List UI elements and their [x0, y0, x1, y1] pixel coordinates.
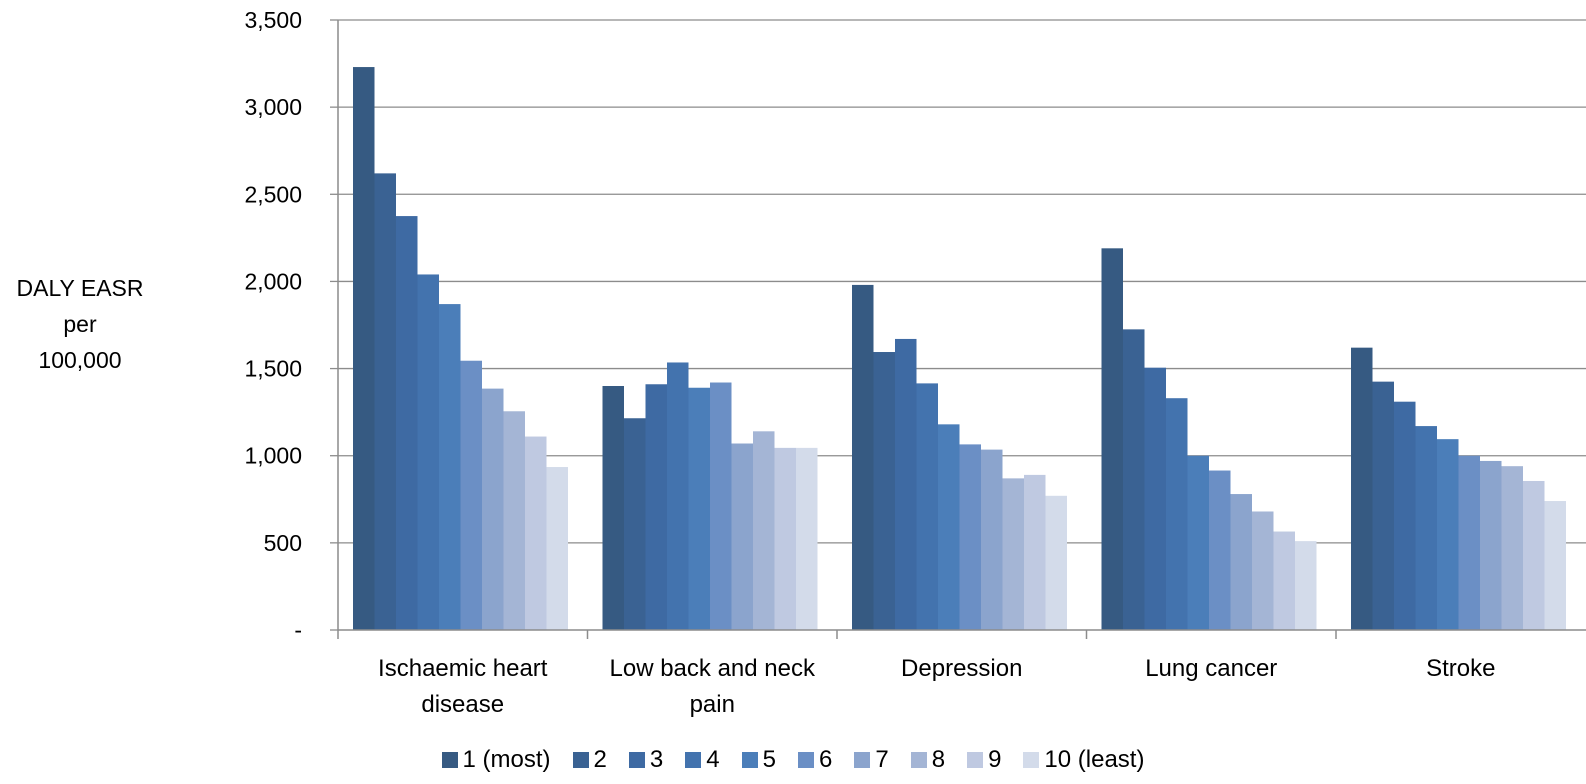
x-tick-label: Depression: [901, 655, 1022, 682]
legend-swatch: [628, 752, 645, 768]
bar: [1209, 470, 1231, 630]
bar: [1166, 398, 1188, 630]
y-tick-label: 500: [264, 530, 302, 556]
bar: [959, 444, 981, 630]
bar: [796, 447, 818, 630]
bar: [645, 384, 667, 630]
bar: [1252, 511, 1274, 630]
legend-swatch: [797, 752, 814, 768]
legend-label: 4: [706, 746, 720, 773]
y-tick-label: 1,000: [244, 443, 302, 469]
bar: [916, 383, 938, 630]
bar: [1101, 248, 1123, 631]
legend-label: 1 (most): [462, 746, 551, 773]
legend-item: 10 (least): [1023, 746, 1144, 774]
bar: [873, 352, 895, 630]
legend-swatch: [1023, 752, 1040, 768]
bar: [1501, 466, 1523, 630]
bar: [753, 431, 775, 630]
legend-label: 7: [875, 746, 889, 773]
legend-item: 2: [572, 746, 607, 774]
bar: [1273, 531, 1295, 630]
legend-item: 7: [854, 746, 889, 774]
legend-item: 3: [628, 746, 664, 774]
bar: [1187, 455, 1209, 630]
bar: [1295, 541, 1317, 630]
bar: [895, 338, 917, 630]
bar: [439, 304, 461, 630]
y-tick-label: -: [294, 617, 302, 643]
x-tick-label: Low back and neck pain: [610, 655, 816, 718]
legend-label: 2: [593, 746, 607, 773]
legend-swatch: [854, 752, 871, 768]
bar-chart: - 500 1,000 1,500 2,000 2,500 3,000 3,500 Ischae…: [244, 7, 1586, 718]
legend-swatch: [572, 752, 589, 768]
y-tick-label: 1,500: [244, 356, 302, 382]
legend-label: 8: [931, 746, 946, 773]
bar: [710, 382, 732, 630]
bar: [460, 360, 482, 630]
bar: [1415, 426, 1437, 630]
legend-swatch: [741, 752, 758, 768]
legend-item: 8: [910, 746, 946, 774]
legend-label: 9: [988, 746, 1002, 773]
y-axis-label-line: 100,000: [38, 347, 122, 373]
bar: [1372, 381, 1394, 630]
bar: [731, 443, 753, 630]
bar: [1045, 495, 1067, 630]
bar: [624, 418, 646, 630]
bar: [981, 449, 1003, 630]
bar: [1230, 494, 1252, 630]
legend-label: 3: [649, 746, 664, 773]
bar: [1437, 439, 1459, 630]
bar: [1394, 401, 1416, 630]
bar: [417, 274, 439, 630]
bar: [938, 424, 960, 630]
bar: [1523, 480, 1545, 630]
bar: [667, 362, 689, 630]
legend-item: 6: [797, 746, 833, 774]
bar: [525, 436, 547, 630]
y-axis-label-line: per: [63, 311, 97, 337]
bar: [482, 388, 504, 630]
bar: [546, 467, 568, 630]
bar: [1458, 455, 1480, 630]
x-tick-label: Stroke: [1426, 655, 1495, 682]
legend-swatch: [685, 752, 702, 768]
legend-swatch: [967, 752, 984, 768]
y-tick-label: 3,000: [244, 94, 302, 120]
bar: [1144, 367, 1166, 630]
legend-item: 5: [741, 746, 776, 774]
legend-swatch: [441, 752, 458, 768]
bar: [602, 386, 624, 630]
legend-swatch: [910, 752, 927, 768]
bar: [688, 387, 710, 630]
bar: [1480, 460, 1502, 630]
bar: [503, 411, 525, 630]
bar: [1024, 474, 1046, 630]
legend-item: 9: [967, 746, 1001, 774]
bar: [374, 173, 396, 630]
legend-label: 10 (least): [1044, 746, 1145, 773]
bar: [353, 67, 375, 631]
y-tick-label: 2,500: [244, 181, 302, 207]
bar: [774, 447, 796, 630]
bar: [1544, 501, 1566, 630]
y-tick-label: 2,000: [244, 268, 302, 294]
legend-item: 4: [685, 746, 720, 774]
legend-label: 6: [818, 746, 833, 773]
y-tick-label: 3,500: [244, 7, 302, 33]
legend: 1 (most) 2 3 4 5 6 7 8 9 10 (least): [0, 740, 1586, 780]
bar: [852, 284, 874, 630]
bar: [1351, 347, 1373, 630]
bar: [1002, 478, 1024, 630]
x-tick-label: Ischaemic heart disease: [378, 655, 548, 718]
bar: [396, 216, 418, 631]
x-tick-label: Lung cancer: [1145, 655, 1277, 682]
legend-item: 1 (most): [441, 746, 551, 774]
y-axis-label-line: DALY EASR: [16, 275, 144, 301]
y-axis-label: DALY EASR per 100,000: [0, 270, 160, 378]
bar: [1123, 329, 1145, 630]
legend-label: 5: [762, 746, 776, 773]
